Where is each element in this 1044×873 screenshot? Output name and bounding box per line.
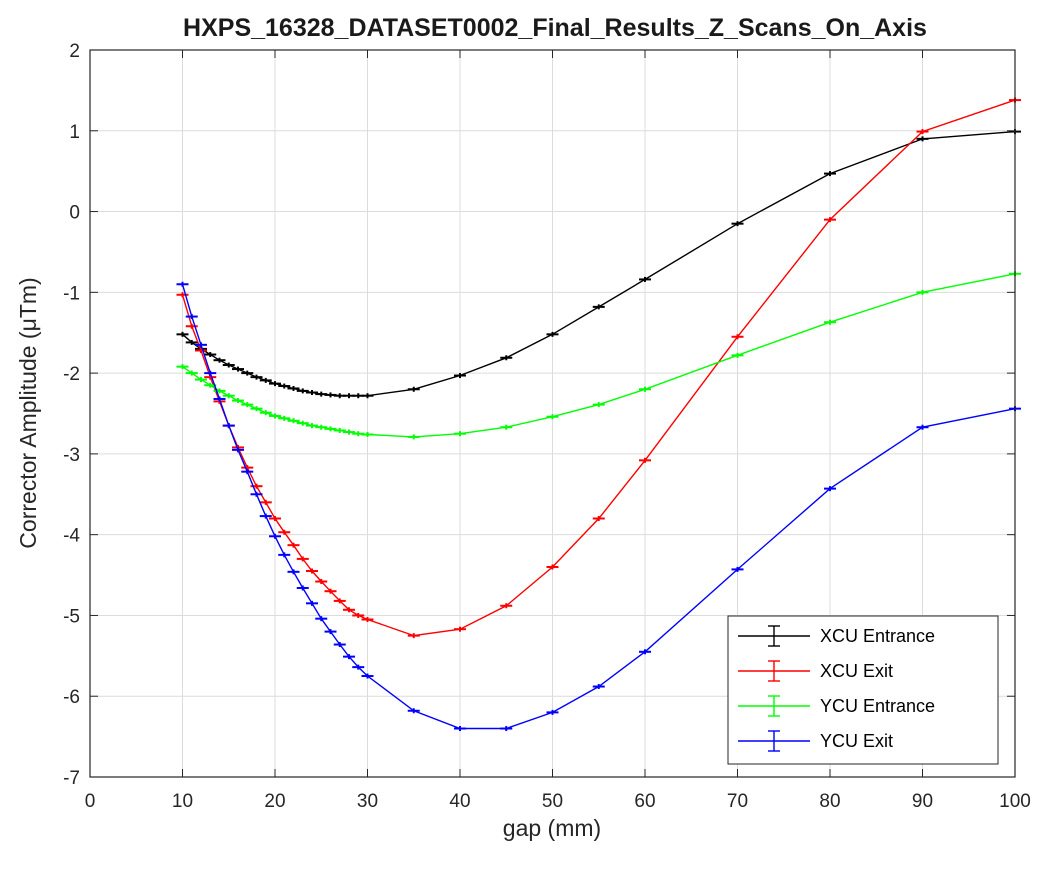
- legend-item-xcu-exit: XCU Exit: [738, 660, 893, 682]
- series-ycu-entrance: [176, 271, 1021, 440]
- legend-item-ycu-entrance: YCU Entrance: [738, 695, 935, 717]
- x-axis-label: gap (mm): [503, 815, 601, 841]
- x-tick-label: 10: [172, 791, 193, 812]
- legend-item-xcu-entrance: XCU Entrance: [738, 625, 935, 647]
- y-tick-label: 0: [69, 203, 80, 224]
- x-tick-label: 20: [264, 791, 285, 812]
- series-xcu-entrance: [176, 129, 1021, 399]
- x-tick-label: 70: [727, 791, 748, 812]
- legend: XCU Entrance XCU Exit YCU Entrance YCU Exit: [727, 615, 999, 765]
- x-tick-label: 50: [542, 791, 563, 812]
- legend-label: XCU Exit: [820, 661, 893, 681]
- legend-label: XCU Entrance: [820, 626, 935, 646]
- y-tick-label: -4: [63, 526, 80, 547]
- y-tick-label: -2: [63, 364, 80, 385]
- x-tick-label: 60: [634, 791, 655, 812]
- y-tick-label: -3: [63, 445, 80, 466]
- y-tick-label: -5: [63, 606, 80, 627]
- legend-label: YCU Entrance: [820, 696, 935, 716]
- x-tick-label: 80: [819, 791, 840, 812]
- y-tick-label: -1: [63, 283, 80, 304]
- x-tick-label: 0: [85, 791, 96, 812]
- y-tick-label: -7: [63, 768, 80, 789]
- y-tick-label: 2: [69, 41, 80, 62]
- legend-item-ycu-exit: YCU Exit: [738, 730, 893, 752]
- series-ycu-exit: [176, 281, 1021, 732]
- x-tick-label: 100: [999, 791, 1031, 812]
- x-tick-label: 40: [449, 791, 470, 812]
- y-axis-label: Corrector Amplitude (μTm): [15, 277, 41, 548]
- x-tick-label: 30: [357, 791, 378, 812]
- chart-title: HXPS_16328_DATASET0002_Final_Results_Z_S…: [183, 14, 927, 42]
- y-tick-label: 1: [69, 122, 80, 143]
- legend-label: YCU Exit: [820, 731, 893, 751]
- x-tick-label: 90: [912, 791, 933, 812]
- legend-box: [727, 615, 999, 765]
- y-tick-label: -6: [63, 687, 80, 708]
